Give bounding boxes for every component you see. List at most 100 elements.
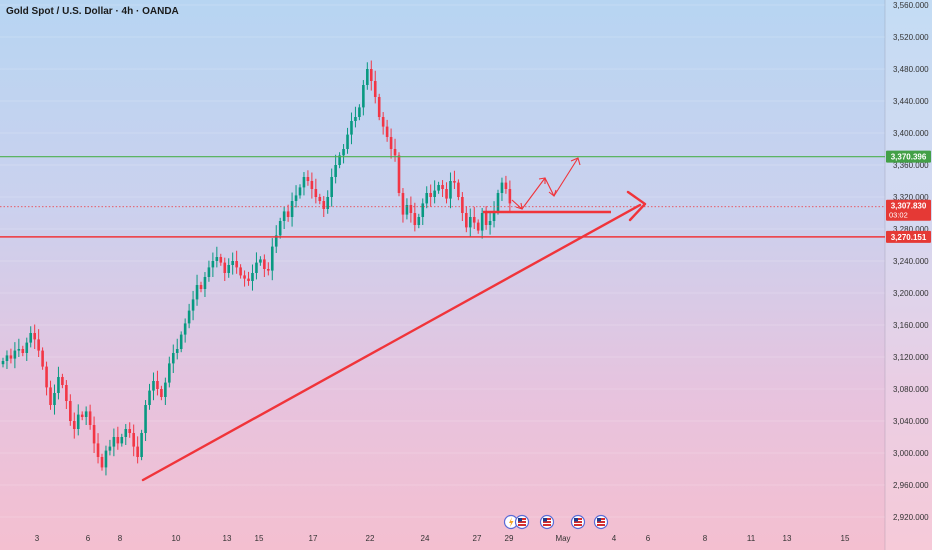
support-price-tag-bg[interactable] bbox=[886, 230, 931, 243]
candle bbox=[175, 349, 179, 353]
time-label: 27 bbox=[473, 534, 482, 543]
time-label: 6 bbox=[646, 534, 651, 543]
candle bbox=[259, 259, 262, 263]
candle bbox=[453, 181, 456, 183]
time-label: 13 bbox=[223, 534, 232, 543]
candle bbox=[132, 433, 135, 447]
time-label: 11 bbox=[747, 534, 756, 543]
candle bbox=[310, 181, 314, 189]
lightning-icon[interactable] bbox=[503, 514, 519, 530]
time-label: 4 bbox=[612, 534, 617, 543]
us-flag-icon[interactable] bbox=[539, 514, 555, 530]
candle bbox=[409, 205, 413, 213]
candle bbox=[187, 310, 191, 324]
candle bbox=[413, 213, 417, 225]
price-axis-panel[interactable] bbox=[885, 0, 932, 550]
candle bbox=[286, 211, 290, 217]
chart-title: Gold Spot / U.S. Dollar · 4h · OANDA bbox=[6, 6, 179, 17]
candle bbox=[21, 349, 25, 353]
candle bbox=[330, 177, 333, 197]
countdown-label: 03:02 bbox=[889, 211, 908, 220]
trend-line[interactable] bbox=[141, 203, 642, 482]
candle bbox=[13, 350, 17, 359]
candle bbox=[33, 333, 36, 340]
candle bbox=[366, 69, 369, 85]
candle bbox=[338, 155, 341, 165]
candle bbox=[223, 262, 227, 273]
candle bbox=[243, 275, 246, 279]
candle bbox=[298, 187, 302, 196]
projection-arrow-icon bbox=[538, 177, 546, 184]
projection-arrow-icon bbox=[548, 189, 557, 197]
candle bbox=[120, 437, 124, 444]
flag-stripes bbox=[543, 518, 551, 526]
candle bbox=[247, 278, 250, 281]
candle bbox=[128, 429, 132, 433]
candle bbox=[227, 265, 231, 273]
candle bbox=[274, 235, 278, 247]
price-tick-label: 3,120.000 bbox=[893, 353, 929, 362]
candle bbox=[362, 85, 365, 108]
candle bbox=[354, 117, 357, 121]
price-tick-label: 3,400.000 bbox=[893, 129, 929, 138]
projection-arrow-icon bbox=[515, 202, 523, 210]
us-flag-icon[interactable] bbox=[593, 514, 609, 530]
time-label: May bbox=[555, 534, 570, 543]
candle bbox=[421, 203, 425, 217]
price-tick-label: 3,440.000 bbox=[893, 97, 929, 106]
lightning-glyph bbox=[509, 517, 514, 527]
candle bbox=[461, 197, 464, 213]
candle bbox=[457, 182, 460, 197]
candle bbox=[278, 221, 282, 236]
time-label: 6 bbox=[86, 534, 91, 543]
candle bbox=[116, 437, 120, 444]
time-label: 10 bbox=[172, 534, 181, 543]
time-label: 8 bbox=[703, 534, 708, 543]
candle bbox=[1, 361, 5, 365]
time-label: 24 bbox=[421, 534, 430, 543]
candle bbox=[9, 355, 13, 359]
candle bbox=[29, 333, 33, 343]
candle bbox=[492, 211, 496, 221]
candle bbox=[290, 201, 294, 217]
price-tick-label: 2,920.000 bbox=[893, 513, 929, 522]
flag-stripes bbox=[574, 518, 582, 526]
candle bbox=[76, 414, 80, 429]
time-label: 3 bbox=[35, 534, 40, 543]
candle bbox=[417, 217, 421, 225]
candle bbox=[480, 213, 484, 231]
current-price-tag[interactable] bbox=[886, 199, 931, 221]
price-tick-label: 3,240.000 bbox=[893, 257, 929, 266]
candle bbox=[235, 261, 238, 268]
resistance-price-tag-label: 3,370.396 bbox=[891, 153, 927, 162]
time-label: 17 bbox=[309, 534, 318, 543]
candle bbox=[267, 269, 270, 271]
flag-stripes bbox=[597, 518, 605, 526]
time-label: 8 bbox=[118, 534, 123, 543]
candle bbox=[441, 185, 444, 189]
support-price-tag-label: 3,270.151 bbox=[891, 233, 927, 242]
candle bbox=[346, 134, 349, 149]
candle bbox=[25, 342, 29, 353]
candle bbox=[326, 197, 330, 209]
candle bbox=[65, 385, 68, 401]
time-label: 15 bbox=[841, 534, 850, 543]
candle bbox=[203, 277, 207, 289]
time-label: 29 bbox=[505, 534, 514, 543]
us-flag-icon[interactable] bbox=[570, 514, 586, 530]
us-flag-icon[interactable] bbox=[514, 514, 530, 530]
candle bbox=[425, 193, 429, 204]
time-label: 22 bbox=[366, 534, 375, 543]
candle bbox=[358, 107, 361, 117]
price-tick-label: 3,080.000 bbox=[893, 385, 929, 394]
candle bbox=[393, 149, 397, 156]
resistance-price-tag-bg[interactable] bbox=[886, 150, 931, 163]
candle bbox=[255, 262, 258, 273]
candle bbox=[183, 323, 187, 335]
candle bbox=[251, 273, 254, 281]
candle bbox=[53, 393, 56, 405]
candle bbox=[61, 377, 64, 385]
candle bbox=[389, 137, 393, 149]
